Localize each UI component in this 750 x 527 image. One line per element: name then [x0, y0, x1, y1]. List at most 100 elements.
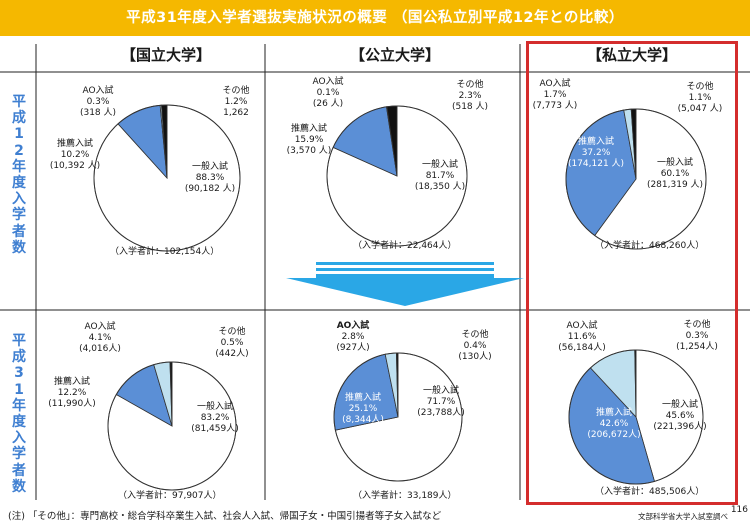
source-credit: 文部科学省大学入試室調べ: [638, 512, 728, 521]
arrow-head: [286, 274, 524, 306]
slice-name: その他: [683, 320, 711, 330]
slice-label: 推薦入試 15.9% (3,570 人): [269, 124, 349, 157]
slice-label: 推薦入試 42.6% (206,672人): [574, 408, 654, 441]
private-highlight-box: [526, 41, 738, 505]
total-label: （入学者計：22,464人）: [353, 241, 457, 251]
slice-count: (4,016人): [79, 344, 121, 354]
slice-percent: 4.1%: [88, 333, 112, 343]
slice-count: (81,459人): [191, 424, 239, 434]
total-label: （入学者計：468,260人）: [595, 241, 705, 251]
slice-name: 一般入試: [196, 402, 233, 412]
slice-percent: 2.8%: [341, 332, 365, 342]
slice-name: 一般入試: [191, 162, 228, 172]
slice-percent: 0.3%: [86, 97, 110, 107]
slice-count: (206,672人): [587, 430, 641, 440]
pie-outline: [568, 349, 704, 485]
arrow-stripe: [316, 268, 494, 271]
grid-lines: [0, 44, 750, 500]
slice-label: 一般入試 60.1% (281,319 人): [635, 158, 715, 191]
slice-name: 推薦入試: [56, 139, 93, 149]
total-label: （入学者計：33,189人）: [353, 491, 457, 501]
slice-percent: 71.7%: [426, 397, 456, 407]
slice-percent: 1.7%: [543, 90, 567, 100]
slice-name: AO入試: [539, 79, 571, 89]
slice-name: その他: [456, 80, 484, 90]
slice-percent: 2.3%: [458, 91, 482, 101]
pie-outline: [107, 361, 237, 491]
slice-count: (130人): [458, 352, 492, 362]
slice-percent: 15.9%: [294, 135, 324, 145]
slice-percent: 42.6%: [599, 419, 629, 429]
down-arrow-icon: [286, 262, 524, 306]
pie-outline: [565, 108, 707, 250]
slice-label: 推薦入試 10.2% (10,392 人): [35, 139, 115, 172]
arrow-stripe: [316, 262, 494, 265]
slice-name: 推薦入試: [344, 393, 381, 403]
slice-label: その他 1.1% (5,047 人): [660, 82, 740, 115]
slice-percent: 0.3%: [685, 331, 709, 341]
total-label: （入学者計：485,506人）: [595, 487, 705, 497]
slice-count: (8,344人): [342, 415, 384, 425]
slice-percent: 81.7%: [425, 171, 455, 181]
pie-outline: [326, 105, 468, 247]
slice-name: 一般入試: [656, 158, 693, 168]
slice-name: 推薦入試: [53, 377, 90, 387]
slice-percent: 60.1%: [660, 169, 690, 179]
total-label: （入学者計：102,154人）: [110, 247, 220, 257]
slice-percent: 0.5%: [220, 338, 244, 348]
column-header-private: 【私立大学】: [586, 46, 677, 64]
slice-name: 一般入試: [422, 386, 459, 396]
slice-label: その他 0.5% (442人): [192, 327, 272, 360]
slice-label: 一般入試 81.7% (18,350 人): [400, 160, 480, 193]
slice-percent: 10.2%: [60, 150, 90, 160]
slice-name: AO入試: [84, 322, 116, 332]
slice-count: (11,990人): [48, 399, 96, 409]
slice-label: AO入試 11.6% (56,184人): [542, 321, 622, 354]
slice-name: その他: [461, 330, 489, 340]
slice-percent: 83.2%: [200, 413, 230, 423]
column-header-national: 【国立大学】: [120, 46, 211, 64]
slice-percent: 1.1%: [688, 93, 712, 103]
slice-count: (174,121 人): [567, 159, 625, 169]
slice-label: その他 0.4% (130人): [435, 330, 515, 363]
slice-count: (23,788人): [417, 408, 465, 418]
slice-name: AO入試: [336, 321, 370, 331]
slice-count: (26 人): [312, 99, 344, 109]
slice-name: AO入試: [312, 77, 344, 87]
footnote: (注) 「その他」：専門高校・総合学科卒業生入試、社会人入試、帰国子女・中国引揚…: [8, 511, 442, 522]
slice-label: その他 0.3% (1,254人): [657, 320, 737, 353]
slice-label: AO入試 1.7% (7,773 人): [515, 79, 595, 112]
slice-count: (518 人): [451, 102, 489, 112]
slice-label: 一般入試 88.3% (90,182 人): [170, 162, 250, 195]
slice-label: AO入試 0.1% (26 人): [288, 77, 368, 110]
slice-count: (18,350 人): [414, 182, 466, 192]
slice-label: AO入試 0.3% (318 人): [58, 86, 138, 119]
slice-percent: 45.6%: [665, 411, 695, 421]
slice-name: 推薦入試: [595, 408, 632, 418]
slice-label: 一般入試 71.7% (23,788人): [401, 386, 481, 419]
pie-outline: [333, 352, 463, 482]
slice-label: 一般入試 83.2% (81,459人): [175, 402, 255, 435]
slice-count: (221,396人): [653, 422, 707, 432]
slice-name: AO入試: [566, 321, 598, 331]
pie-outline: [93, 104, 241, 252]
slice-percent: 25.1%: [348, 404, 378, 414]
slice-count: (3,570 人): [286, 146, 332, 156]
slice-name: その他: [218, 327, 246, 337]
page-title: 平成31年度入学者選抜実施状況の概要 （国公私立別平成12年との比較）: [0, 0, 750, 36]
slice-label: その他 1.2% 1,262: [196, 86, 276, 119]
slice-percent: 0.1%: [316, 88, 340, 98]
slice-count: (927人): [336, 343, 370, 353]
slice-percent: 0.4%: [463, 341, 487, 351]
pie-charts: [93, 104, 707, 491]
slice-name: 一般入試: [421, 160, 458, 170]
slice-label: その他 2.3% (518 人): [430, 80, 510, 113]
slice-name: その他: [222, 86, 250, 96]
slice-percent: 1.2%: [224, 97, 248, 107]
slice-count: (10,392 人): [49, 161, 101, 171]
column-header-public: 【公立大学】: [349, 46, 440, 64]
slice-percent: 37.2%: [581, 148, 611, 158]
